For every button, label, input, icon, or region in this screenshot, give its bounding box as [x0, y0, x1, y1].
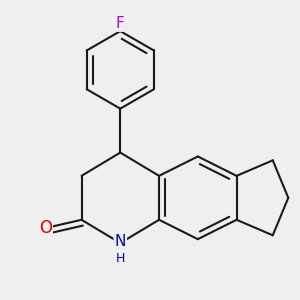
Text: F: F: [116, 16, 125, 31]
Text: H: H: [116, 252, 125, 265]
Text: N: N: [115, 234, 126, 249]
Text: O: O: [39, 218, 52, 236]
